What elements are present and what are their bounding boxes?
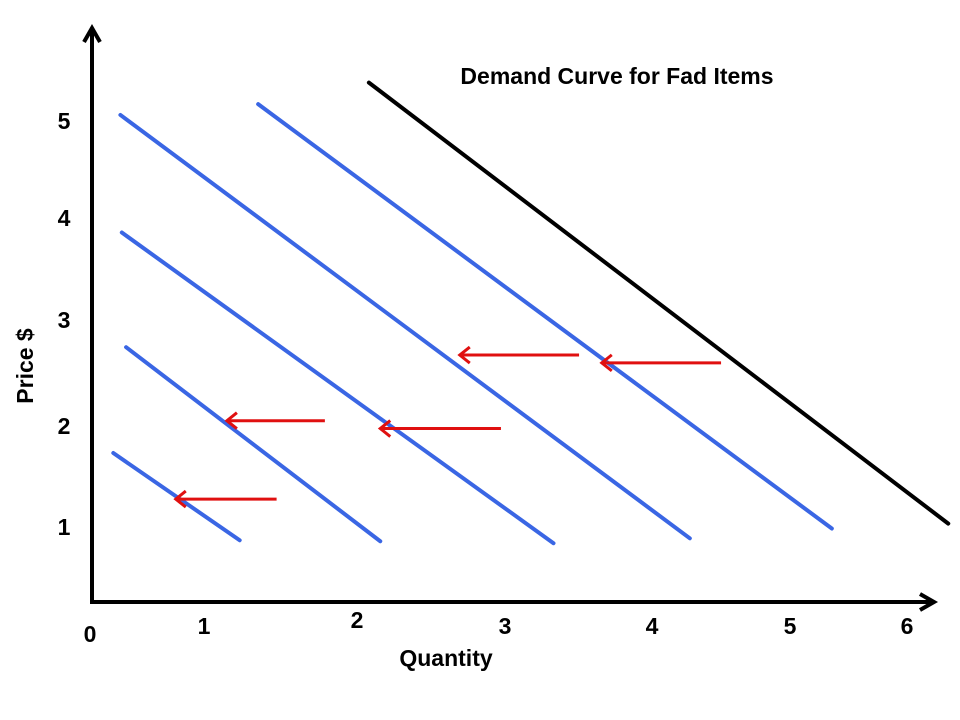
chart-title: Demand Curve for Fad Items bbox=[460, 63, 773, 89]
shift-left-arrow bbox=[377, 419, 501, 438]
shift-arrows bbox=[173, 345, 722, 509]
x-tick-label: 4 bbox=[646, 613, 659, 639]
x-tick-label: 6 bbox=[901, 613, 914, 639]
original-demand-curve bbox=[366, 80, 951, 526]
y-tick-label: 2 bbox=[58, 413, 71, 439]
shift-left-arrow bbox=[599, 353, 722, 373]
shift-arrow-head bbox=[173, 489, 187, 509]
y-tick-label: 3 bbox=[58, 307, 71, 333]
shift-arrow-head bbox=[599, 353, 613, 373]
shift-arrow-head bbox=[457, 345, 471, 365]
axes bbox=[82, 23, 939, 612]
shifted-demand-curve bbox=[118, 112, 692, 541]
y-axis-arrowhead bbox=[82, 23, 102, 43]
x-origin-label: 0 bbox=[84, 621, 97, 647]
x-axis-arrowhead bbox=[919, 592, 939, 612]
x-axis-title: Quantity bbox=[399, 645, 492, 671]
shift-left-arrow bbox=[457, 345, 580, 365]
x-tick-label: 2 bbox=[351, 607, 364, 633]
demand-curves bbox=[111, 80, 951, 546]
shifted-demand-curve bbox=[256, 102, 834, 531]
shift-left-arrow bbox=[224, 411, 325, 430]
x-tick-label: 1 bbox=[198, 613, 211, 639]
x-tick-label: 3 bbox=[499, 613, 512, 639]
x-tick-label: 5 bbox=[784, 613, 797, 639]
shift-left-arrow bbox=[173, 489, 277, 509]
y-tick-label: 4 bbox=[58, 205, 71, 231]
shifted-demand-curve bbox=[119, 230, 556, 546]
y-tick-label: 5 bbox=[58, 108, 71, 134]
y-axis-title: Price $ bbox=[12, 328, 38, 404]
shifted-demand-curve bbox=[124, 345, 383, 544]
shift-arrow-head bbox=[377, 419, 392, 438]
y-tick-label: 1 bbox=[58, 514, 71, 540]
shift-arrow-head bbox=[224, 411, 238, 430]
